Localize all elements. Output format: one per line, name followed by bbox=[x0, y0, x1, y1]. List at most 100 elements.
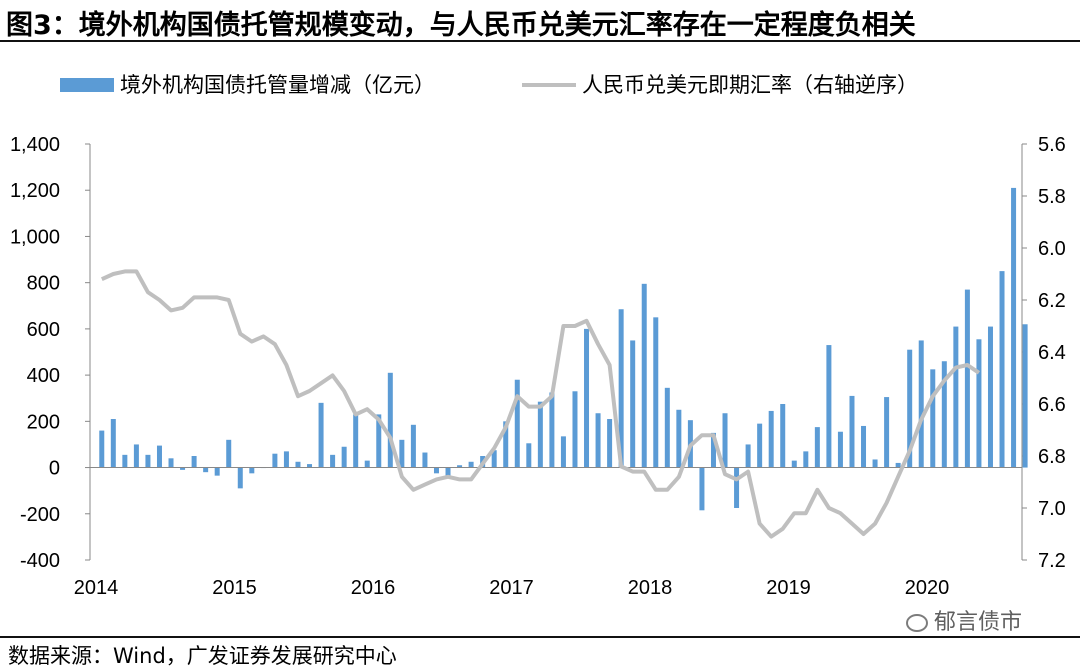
bar bbox=[826, 345, 832, 468]
bar bbox=[376, 414, 382, 468]
bar bbox=[837, 431, 843, 468]
right-tick-label: 6.4 bbox=[1038, 342, 1066, 364]
bar bbox=[930, 369, 936, 468]
bar bbox=[999, 271, 1005, 468]
bar bbox=[191, 456, 197, 468]
bar-series bbox=[99, 187, 1028, 511]
right-tick-label: 6.0 bbox=[1038, 238, 1066, 260]
right-tick-label: 6.2 bbox=[1038, 290, 1066, 312]
bar bbox=[156, 445, 162, 468]
bar bbox=[110, 419, 116, 468]
bar bbox=[884, 397, 890, 468]
right-tick-label: 6.8 bbox=[1038, 446, 1066, 468]
bar bbox=[226, 439, 232, 468]
bar bbox=[780, 404, 786, 468]
right-tick-label: 5.8 bbox=[1038, 186, 1066, 208]
fx-line bbox=[100, 269, 981, 539]
right-tick-label: 5.6 bbox=[1038, 134, 1066, 156]
legend-line-label: 人民币兑美元即期汇率（右轴逆序） bbox=[582, 74, 918, 97]
bar bbox=[237, 467, 243, 489]
right-tick-label: 7.0 bbox=[1038, 498, 1066, 520]
bar bbox=[503, 421, 509, 468]
bar bbox=[180, 467, 186, 470]
bar bbox=[618, 309, 624, 468]
bar bbox=[457, 465, 463, 468]
fx-line-series bbox=[100, 269, 981, 539]
bar bbox=[872, 459, 878, 468]
bar bbox=[941, 361, 947, 468]
bar bbox=[537, 401, 543, 468]
chart-title: 图3：境外机构国债托管规模变动，与人民币兑美元汇率存在一定程度负相关 bbox=[6, 10, 916, 41]
bar bbox=[953, 326, 959, 468]
left-tick-label: 1,200 bbox=[10, 180, 60, 202]
left-tick-label: 800 bbox=[27, 273, 60, 295]
bar bbox=[1022, 324, 1028, 468]
bar bbox=[410, 424, 416, 468]
bar bbox=[803, 451, 809, 468]
x-tick-label: 2020 bbox=[905, 577, 950, 599]
bar bbox=[399, 439, 405, 468]
bar bbox=[918, 340, 924, 468]
bar bbox=[422, 452, 428, 468]
bar bbox=[445, 467, 451, 477]
bar bbox=[133, 444, 139, 468]
bar bbox=[214, 467, 220, 476]
x-tick-label: 2017 bbox=[489, 577, 534, 599]
bar bbox=[976, 339, 982, 468]
chart-title-bar: 图3：境外机构国债托管规模变动，与人民币兑美元汇率存在一定程度负相关 bbox=[0, 0, 1080, 41]
bar bbox=[549, 392, 555, 468]
bar bbox=[791, 460, 797, 468]
bar bbox=[572, 391, 578, 468]
bar bbox=[676, 409, 682, 468]
left-tick-label: 1,400 bbox=[10, 134, 60, 156]
left-tick-label: 1,000 bbox=[10, 226, 60, 248]
bar bbox=[491, 450, 497, 468]
legend-bar-swatch bbox=[60, 78, 114, 92]
x-tick-label: 2015 bbox=[212, 577, 257, 599]
left-tick-label: -400 bbox=[20, 550, 60, 572]
left-tick-label: 200 bbox=[27, 411, 60, 433]
bar bbox=[560, 436, 566, 468]
bar bbox=[757, 423, 763, 468]
bar bbox=[145, 454, 151, 468]
bar bbox=[584, 328, 590, 468]
right-tick-label: 7.2 bbox=[1038, 550, 1066, 572]
bar bbox=[607, 419, 613, 468]
bar bbox=[203, 467, 209, 473]
bar bbox=[1011, 187, 1017, 468]
right-axis-ticks: 5.6 5.8 6.0 6.2 6.4 6.6 6.8 7.0 7.2 bbox=[1022, 134, 1066, 572]
x-tick-label: 2016 bbox=[351, 577, 396, 599]
bar bbox=[307, 464, 313, 468]
watermark-text: 郁言债市 bbox=[934, 610, 1023, 635]
bar bbox=[514, 379, 520, 468]
bar bbox=[330, 454, 336, 468]
source-note: 数据来源：Wind，广发证券发展研究中心 bbox=[8, 644, 397, 668]
bar bbox=[387, 372, 393, 468]
bar bbox=[249, 467, 255, 474]
bar bbox=[964, 289, 970, 468]
left-tick-label: 600 bbox=[27, 319, 60, 341]
bar bbox=[861, 425, 867, 468]
bar bbox=[734, 467, 740, 508]
bar bbox=[664, 387, 670, 468]
x-tick-label: 2019 bbox=[766, 577, 811, 599]
watermark: 郁言债市 bbox=[906, 604, 1022, 636]
top-rule bbox=[0, 40, 1080, 42]
left-tick-label: -200 bbox=[20, 504, 60, 526]
bar bbox=[122, 454, 128, 468]
bar bbox=[849, 395, 855, 468]
bar bbox=[341, 446, 347, 468]
bar bbox=[353, 414, 359, 468]
bottom-rule bbox=[0, 636, 1080, 638]
chart: 境外机构国债托管量增减（亿元） 人民币兑美元即期汇率（右轴逆序） -400 -20… bbox=[10, 74, 1066, 599]
bar bbox=[987, 326, 993, 468]
bar bbox=[814, 427, 820, 468]
bar bbox=[595, 413, 601, 468]
right-tick-label: 6.6 bbox=[1038, 394, 1066, 416]
bar bbox=[630, 340, 636, 468]
x-axis-ticks: 2014 2015 2016 2017 2018 2019 2020 bbox=[74, 577, 950, 599]
bar bbox=[895, 462, 901, 468]
bar bbox=[99, 430, 105, 468]
bar bbox=[768, 410, 774, 468]
wechat-icon bbox=[906, 614, 928, 632]
